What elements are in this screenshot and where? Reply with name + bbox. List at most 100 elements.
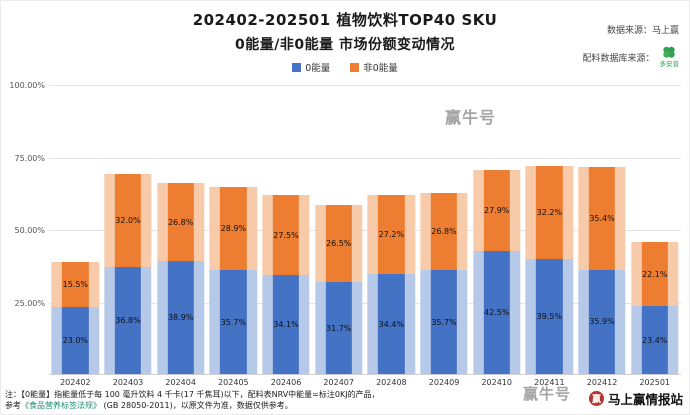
ingredient-db-source-label: 配料数据库来源： <box>582 53 655 64</box>
data-source-text: 数据来源：马上赢 <box>606 26 679 36</box>
bar-slot-202406: 34.1% 27.5% <box>260 85 313 374</box>
bar-segment: 36.8% <box>114 267 142 374</box>
regulation-link: 《食品营养标签法规》 <box>21 400 101 410</box>
x-axis-label: 202411 <box>534 378 565 387</box>
bar-value-label: 22.1% <box>642 269 668 279</box>
stacked-bar: 34.4% 27.2% <box>378 195 405 374</box>
bar-value-label: 42.5% <box>483 307 510 317</box>
gridline-100 <box>49 85 681 86</box>
bar-value-label: 32.2% <box>536 208 563 218</box>
chart-header: 202402-202501 植物饮料TOP40 SKU 0能量/非0能量 市场份… <box>1 1 689 74</box>
bar-segment: 39.5% <box>536 259 563 374</box>
chart-plot-area: 100.00% 75.00% 50.00% 25.00% 23.0% 15.5% 3… <box>9 81 681 375</box>
gridline-25 <box>49 302 681 304</box>
legend-item-nonzero-energy: 非0能量 <box>350 61 398 74</box>
x-axis-label: 202409 <box>428 378 460 387</box>
watermark-top: 赢牛号 <box>444 108 496 127</box>
x-axis-label: 202404 <box>165 378 196 387</box>
bar-slot-202501: 23.4% 22.1% <box>628 85 681 374</box>
bar-segment: 15.5% <box>62 262 89 308</box>
bar-segment: 23.0% <box>62 307 89 374</box>
x-axis-label: 202403 <box>112 378 144 387</box>
bar-value-label: 32.0% <box>115 216 141 226</box>
bar-segment: 26.8% <box>430 192 458 271</box>
legend-label: 0能量 <box>305 63 331 74</box>
bar-value-label: 26.5% <box>325 239 352 249</box>
bar-segment: 27.9% <box>483 169 510 251</box>
bar-value-label: 34.1% <box>273 320 299 330</box>
footnote-line2-prefix: 参考 <box>5 400 21 410</box>
stacked-bar: 35.7% 28.9% <box>220 186 247 374</box>
bar-value-label: 35.7% <box>431 317 457 327</box>
bar-slot-202403: 36.8% 32.0% <box>102 85 155 374</box>
bar-slot-202412: 35.9% 35.4% <box>576 85 629 374</box>
bar-segment: 26.5% <box>325 205 352 283</box>
bar-segment: 35.7% <box>220 270 247 374</box>
footnote-line2-suffix: (GB 28050-2011)，以原文件为准，数据仅供参考。 <box>101 400 293 410</box>
chart-legend: 0能量 非0能量 <box>1 61 689 74</box>
bar-value-label: 23.4% <box>642 335 668 345</box>
bar-value-label: 28.9% <box>220 224 247 234</box>
bar-slot-202408: 34.4% 27.2% <box>365 85 418 374</box>
ingredient-db-source: 配料数据库来源： 多安普 <box>582 46 679 68</box>
y-axis-tick: 25.00% <box>14 298 45 308</box>
y-axis-tick: 100.00% <box>9 81 45 90</box>
watermark-bottom: 赢牛号 <box>522 385 571 403</box>
legend-label: 非0能量 <box>363 63 398 74</box>
x-axis-label: 202406 <box>270 378 302 387</box>
legend-item-zero-energy: 0能量 <box>292 61 331 74</box>
data-source-block: 数据来源：马上赢 配料数据库来源： 多安普 <box>582 25 679 68</box>
x-axis-label: 202501 <box>639 378 670 387</box>
stacked-bar: 35.7% 26.8% <box>430 192 458 374</box>
brand-name: 马上赢情报站 <box>607 392 683 407</box>
bar-segment: 35.4% <box>588 167 616 270</box>
bar-value-label: 27.2% <box>378 230 405 240</box>
x-axis-label: 202410 <box>481 378 512 387</box>
bar-slot-202410: 42.5% 27.9% <box>470 85 523 374</box>
bar-value-label: 23.0% <box>62 336 89 346</box>
brand-logo-icon: 赢 <box>588 391 604 406</box>
bar-segment: 31.7% <box>325 282 352 374</box>
bar-slot-202405: 35.7% 28.9% <box>207 85 260 374</box>
bar-value-label: 35.7% <box>220 317 247 327</box>
bar-segment: 38.9% <box>167 261 194 374</box>
stacked-bar-chart: 100.00% 75.00% 50.00% 25.00% 23.0% 15.5% 3… <box>9 81 681 387</box>
bar-segment: 32.2% <box>536 166 563 260</box>
gridline-50 <box>49 230 681 231</box>
bar-value-label: 27.9% <box>483 205 510 215</box>
stacked-bar: 23.4% 22.1% <box>641 242 668 374</box>
x-axis-label: 202405 <box>218 378 249 387</box>
x-axis-label: 202402 <box>60 378 91 387</box>
footnote: 注：【0能量】指能量低于每 100 毫升饮料 4 千卡(17 千焦耳)以下，配料… <box>5 390 565 411</box>
x-axis-label: 202412 <box>586 378 618 387</box>
y-axis-tick: 50.00% <box>14 226 45 235</box>
bar-segment: 35.7% <box>430 270 458 374</box>
bar-segment: 26.8% <box>167 183 194 262</box>
stacked-bar: 23.0% 15.5% <box>62 262 89 374</box>
bar-slot-202411: 39.5% 32.2% <box>523 85 576 374</box>
bars-container: 23.0% 15.5% 36.8% 32.0% 38.9% 26.8% 35.7% 28.9%… <box>49 85 681 374</box>
stacked-bar: 42.5% 27.9% <box>483 169 510 374</box>
gridline-75 <box>49 157 681 159</box>
bar-segment: 27.5% <box>272 195 300 276</box>
bar-slot-202407: 31.7% 26.5% <box>312 85 365 374</box>
bar-value-label: 38.9% <box>167 313 194 323</box>
bar-value-label: 35.4% <box>589 214 615 224</box>
stacked-bar: 38.9% 26.8% <box>167 183 194 374</box>
bar-segment: 28.9% <box>220 186 247 271</box>
bar-value-label: 26.8% <box>167 217 194 227</box>
footnote-line1: 注：【0能量】指能量低于每 100 毫升饮料 4 千卡(17 千焦耳)以下，配料… <box>5 390 380 399</box>
bar-value-label: 31.7% <box>325 323 352 333</box>
legend-swatch-blue-icon <box>292 62 302 72</box>
y-axis-tick: 75.00% <box>14 153 45 163</box>
bar-slot-202404: 38.9% 26.8% <box>154 85 207 374</box>
ingredient-db-logo: 多安普 <box>660 46 679 68</box>
bar-segment: 42.5% <box>483 250 510 374</box>
x-axis-labels: 202402 202403 202404 202405 202406 202407 2024… <box>49 378 681 387</box>
bar-value-label: 15.5% <box>62 280 89 290</box>
footnote-line2: 参考《食品营养标签法规》 (GB 28050-2011)，以原文件为准，数据仅供… <box>5 401 565 412</box>
x-axis-label: 202408 <box>376 378 407 387</box>
stacked-bar: 34.1% 27.5% <box>272 195 300 374</box>
legend-swatch-orange-icon <box>350 62 360 72</box>
